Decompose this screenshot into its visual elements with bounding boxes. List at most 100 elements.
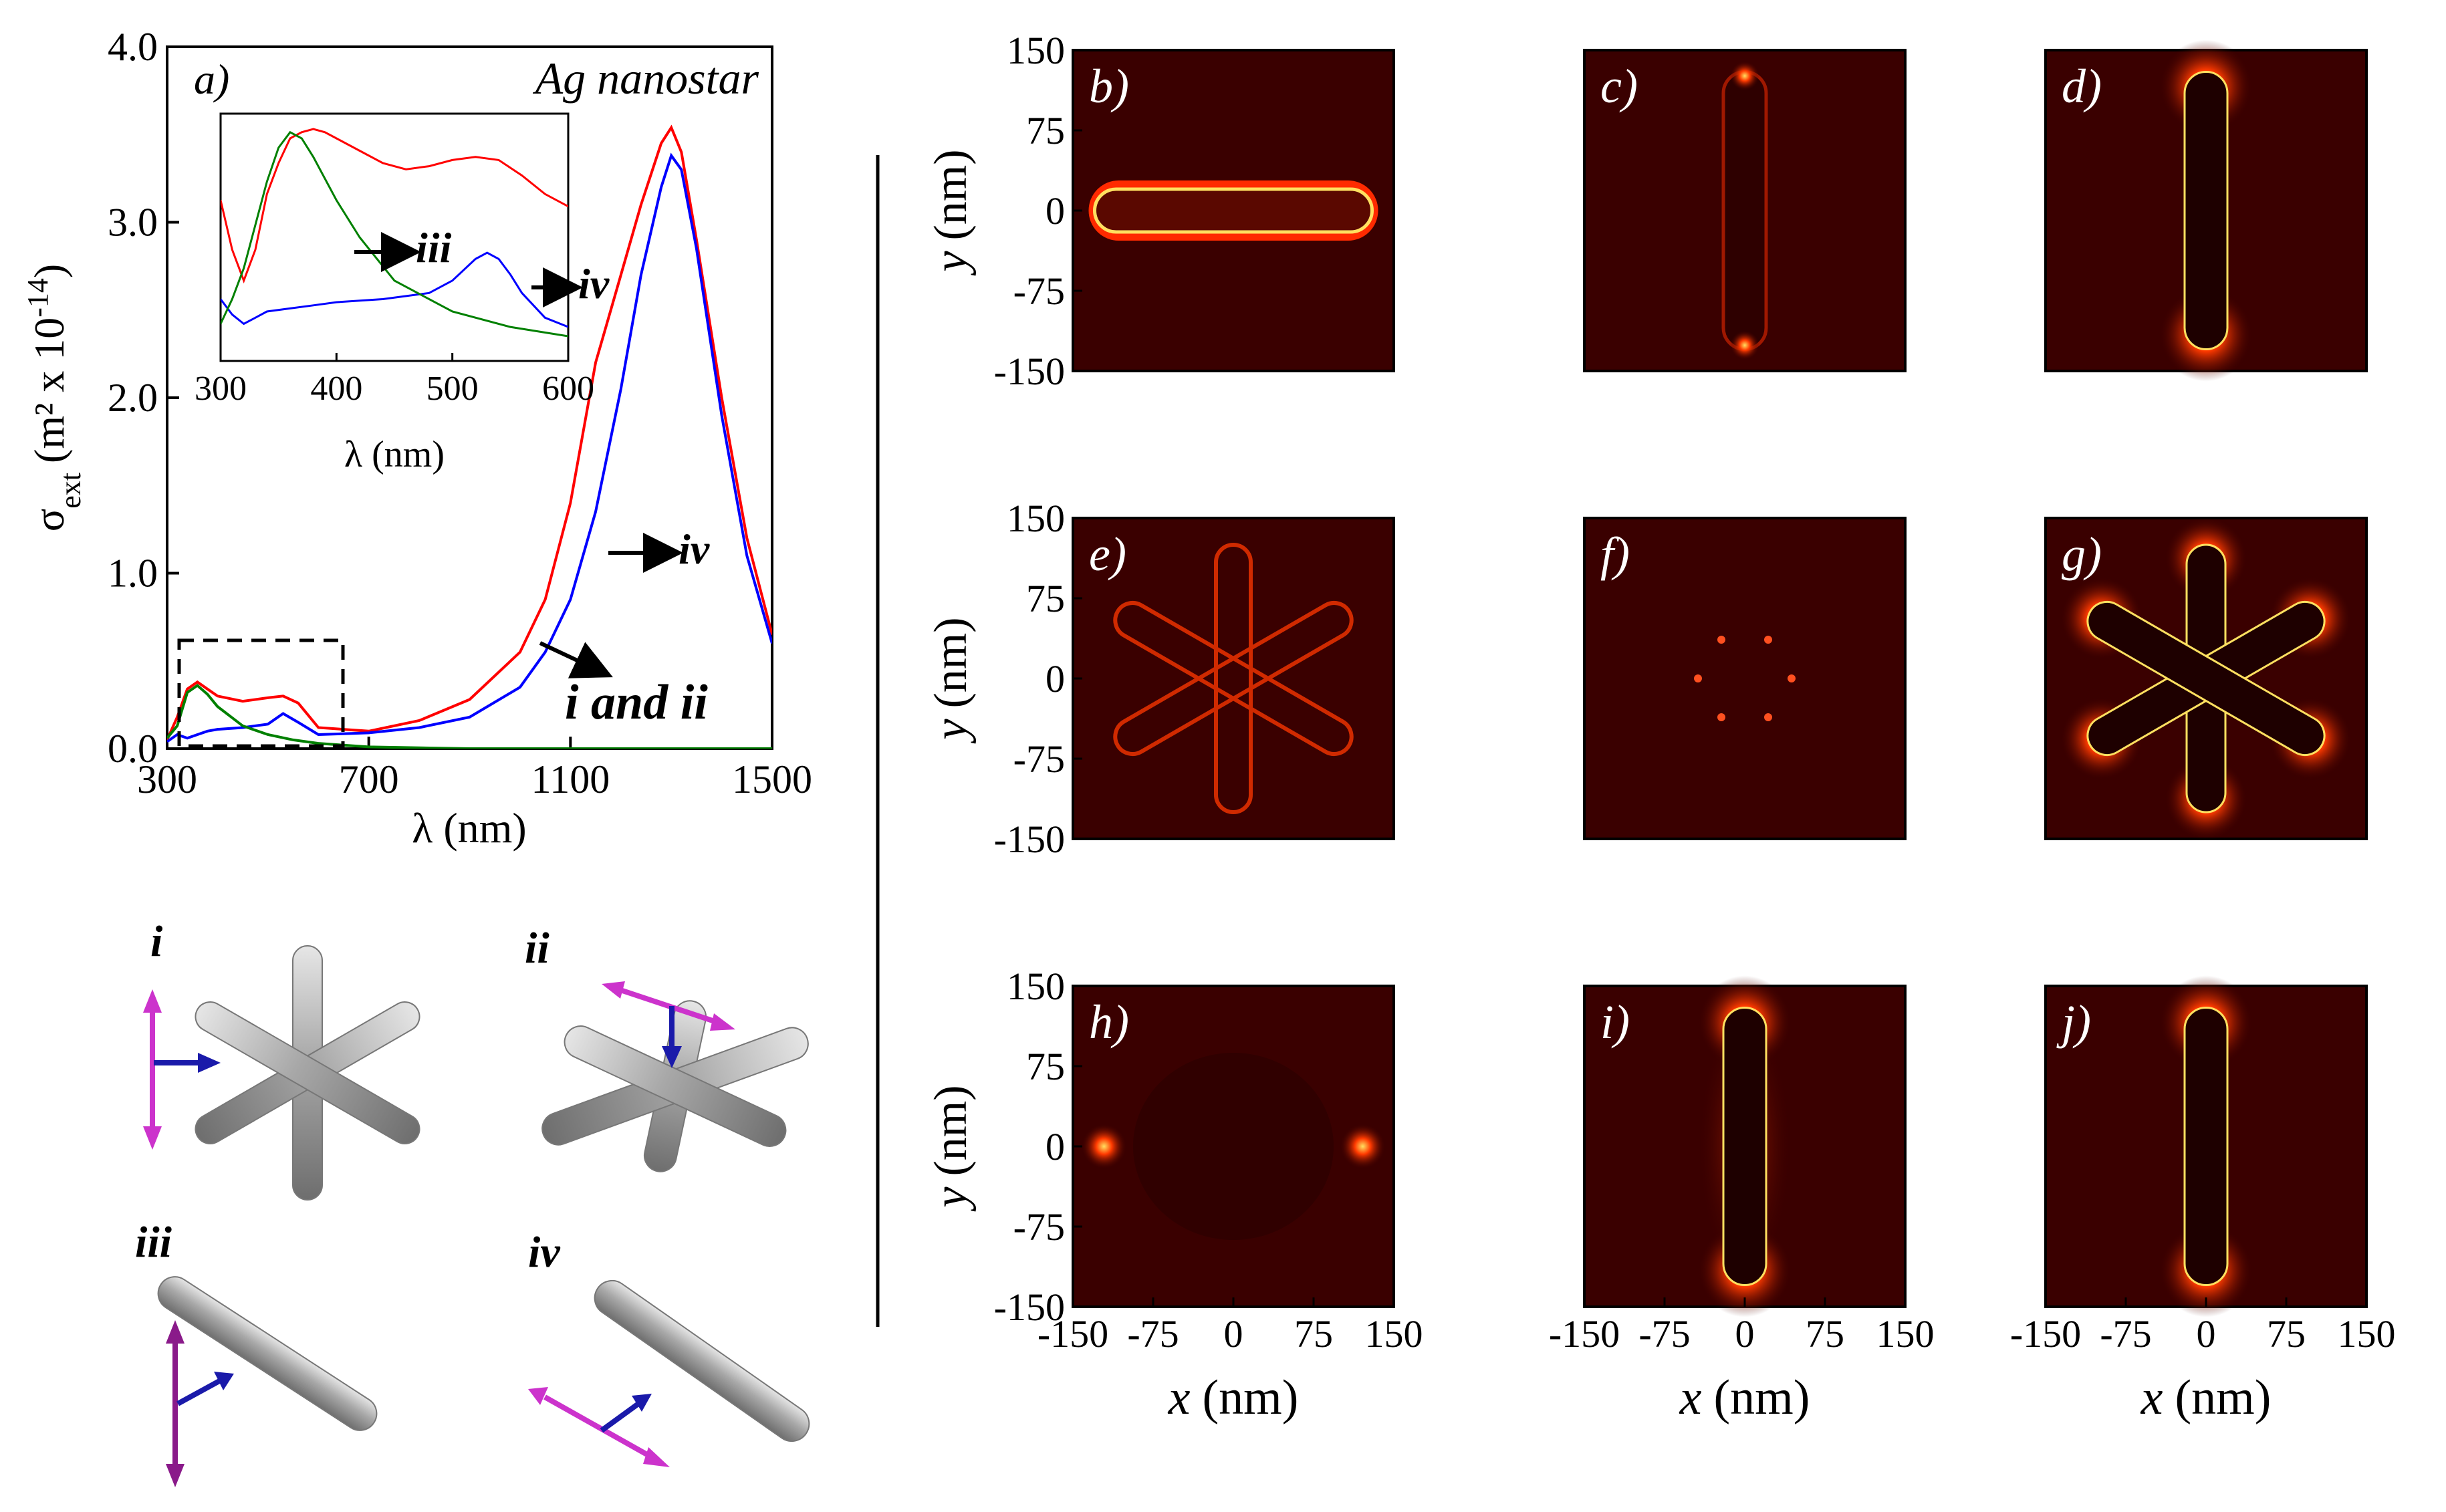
map-x-tick: -75 [1127,1312,1179,1356]
ylabel-rest: (m² x 10 [25,318,73,463]
map-x-axis-label: x (nm) [1168,1370,1299,1425]
main-axis-ticks: 300 700 1100 1500 0.0 1.0 2.0 3.0 4.0 [108,25,812,801]
magenta-polarization-arrow-ii [617,987,720,1025]
map-y-tick: 0 [1046,657,1065,701]
map-y-axis-label: y(nm) [925,617,977,743]
map-y-tick: 75 [1026,109,1065,152]
map-x-tick: 150 [1365,1312,1423,1356]
structure-iii: iii [135,1218,378,1487]
map-panel-g: g) [2044,517,2368,840]
main-x-tick-1: 700 [339,757,399,801]
map-y-tick: -150 [994,1285,1065,1329]
inset-axis-ticks: 300 400 500 600 [195,353,594,408]
map-y-tick: 75 [1026,577,1065,620]
main-y-tick-2: 2.0 [108,376,158,420]
main-series-0 [167,124,772,741]
main-series-2 [167,683,772,749]
main-y-tick-4: 4.0 [108,25,158,69]
structure-i: i [143,917,420,1201]
nanorod-iv [594,1279,810,1442]
map-x-tick: 150 [2338,1312,2396,1356]
map-panel-i: i) [1583,975,1907,1317]
map-panel-b: b) [1072,49,1395,372]
ylabel-close: ) [25,264,73,278]
map-x-tick: -150 [1037,1312,1108,1356]
map-x-tick: 0 [2197,1312,2216,1356]
main-series-group [167,124,772,749]
zoom-region-box [177,638,345,748]
panel-a-label: a) [194,55,229,103]
main-y-tick-0: 0.0 [108,727,158,771]
map-label-j: j) [2056,995,2091,1049]
main-x-axis-label: λ (nm) [412,804,526,852]
inset-x-tick-1: 400 [310,370,362,408]
main-x-tick-2: 1100 [531,757,610,801]
map-label-d: d) [2062,59,2102,113]
map-x-tick: -150 [1549,1312,1620,1356]
map-label-c: c) [1600,59,1638,113]
annotation-iii: iii [416,224,452,271]
structure-ii-label: ii [525,924,549,973]
map-y-tick: -75 [1013,1205,1065,1249]
map-y-tick: 75 [1026,1045,1065,1088]
inset-series-2 [221,130,568,338]
annotation-i-and-ii: i and ii [565,675,708,730]
map-y-axis-label: y(nm) [925,1085,977,1211]
main-y-tick-1: 1.0 [108,551,158,596]
map-panel-j: j) [2044,975,2368,1317]
map-x-tick: 150 [1876,1312,1935,1356]
inset-x-axis-label: λ (nm) [344,434,445,475]
annotation-iv-inset: iv [578,260,610,307]
map-y-tick: 150 [1007,965,1065,1008]
main-x-tick-3: 1500 [732,757,812,801]
map-y-tick: -75 [1013,269,1065,313]
ylabel-sigma: σ [25,509,73,532]
map-panel-d: d) [2044,39,2368,382]
svg-text:σext(m² x 10-14): σext (m² x 10-14) [21,264,87,532]
main-y-axis-label: σext (m² x 10-14) [21,264,87,532]
structure-iv: iv [528,1228,810,1467]
map-y-tick: 150 [1007,29,1065,72]
magenta-polarization-arrow-iv [543,1394,653,1460]
ylabel-exp: -14 [21,278,54,318]
map-x-axis-label: x (nm) [2141,1370,2272,1425]
map-y-axis-label: y(nm) [925,149,977,275]
map-y-tick: -75 [1013,737,1065,781]
map-x-axis-label: x (nm) [1679,1370,1810,1425]
map-x-tick: 75 [1806,1312,1844,1356]
map-y-tick: 0 [1046,1125,1065,1168]
map-panel-f: f) [1583,517,1907,840]
map-label-b: b) [1089,59,1129,113]
nanostar-i [195,945,420,1201]
map-y-tick: 0 [1046,189,1065,233]
inset-series-group [221,128,568,338]
nanostar-ii [541,1000,809,1172]
main-y-tick-3: 3.0 [108,201,158,245]
i-and-ii-arrow [539,641,613,678]
inset-x-tick-0: 300 [195,370,247,408]
inset-plot-frame [219,112,570,362]
main-x-tick-0: 300 [137,757,197,801]
map-panel-h: h) [1072,985,1395,1308]
panel-a-chart: 300 700 1100 1500 0.0 1.0 2.0 3.0 4.0 300 400 500 6… [21,25,813,852]
structure-i-label: i [150,917,163,966]
inset-series-1 [221,251,568,328]
map-y-tick: 150 [1007,497,1065,540]
structure-iv-label: iv [528,1228,560,1277]
field-maps-grid: b) c) d) e) f) g) h) i) j) [1072,39,2368,1317]
map-x-tick: -75 [1638,1312,1690,1356]
nanorod-iii [157,1276,378,1431]
map-x-tick: -150 [2010,1312,2081,1356]
map-y-tick: -150 [994,350,1065,393]
map-label-e: e) [1089,527,1126,581]
map-panel-c: c) [1583,49,1907,372]
field-maps-axes: 150 75 0 -75 -150 y(nm) 150 75 0 -75 -150 y(nm) 150 7… [925,29,2396,1425]
map-x-tick: -75 [2100,1312,2151,1356]
map-label-i: i) [1600,995,1630,1049]
map-panel-e: e) [1072,517,1395,840]
map-y-tick: -150 [994,817,1065,861]
map-label-g: g) [2062,527,2102,581]
inset-series-0 [221,128,568,284]
map-label-f: f) [1600,527,1630,581]
